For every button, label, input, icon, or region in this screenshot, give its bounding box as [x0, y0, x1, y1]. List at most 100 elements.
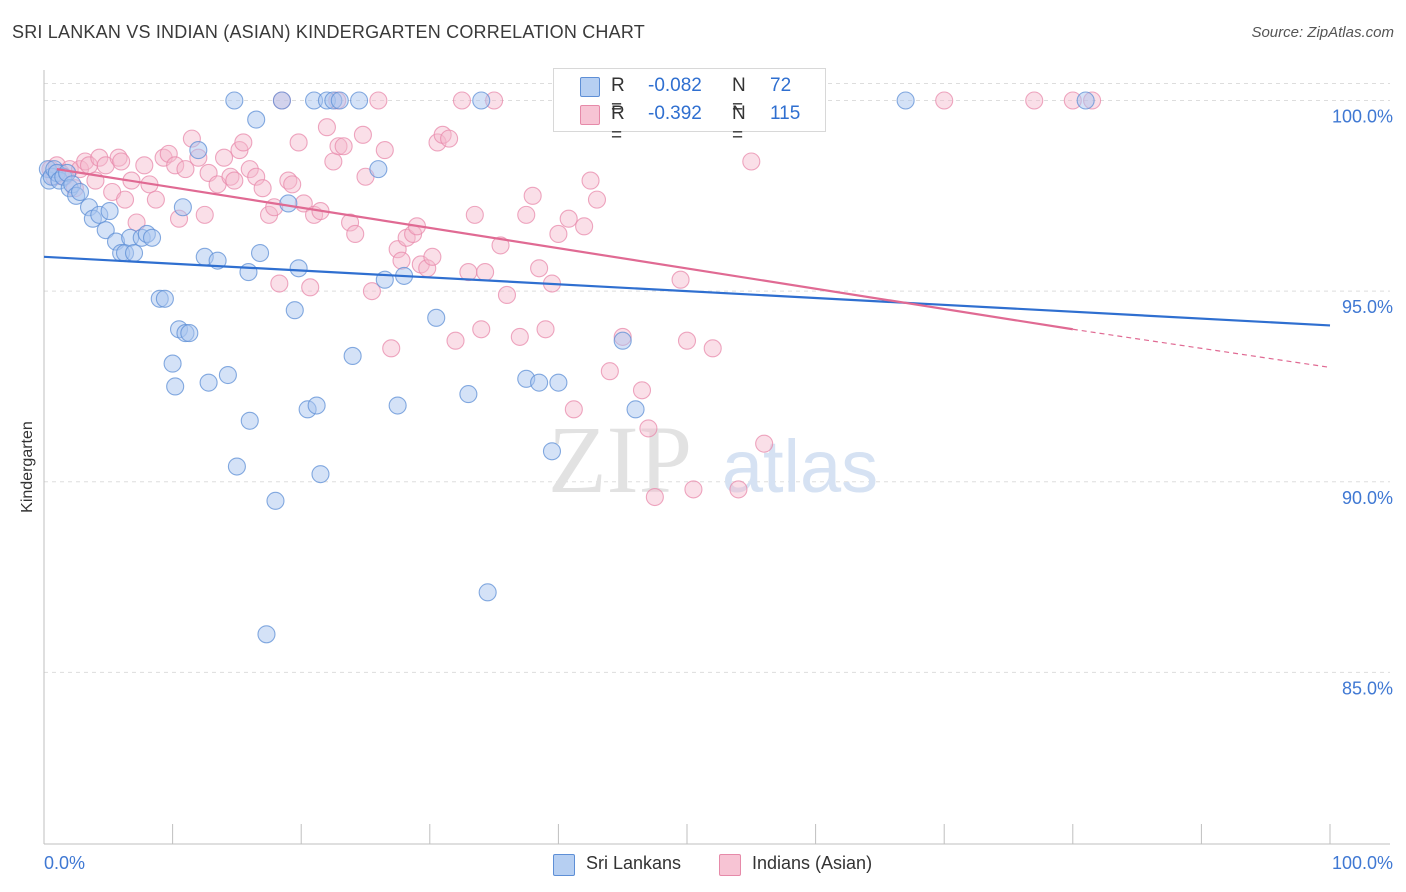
data-point: [334, 137, 353, 156]
data-point: [536, 320, 555, 339]
data-point: [671, 270, 690, 289]
data-point: [240, 411, 259, 430]
data-point: [510, 327, 529, 346]
data-point: [684, 480, 703, 499]
data-point: [575, 217, 594, 236]
data-point: [173, 198, 192, 217]
watermark-atlas: atlas: [722, 425, 878, 508]
data-point: [112, 152, 131, 171]
data-point: [423, 247, 442, 266]
x-tick-label-0: 0.0%: [44, 853, 85, 873]
data-point: [427, 308, 446, 327]
r-value: -0.392: [648, 103, 702, 124]
data-point: [272, 91, 291, 110]
watermark: ZIP atlas: [548, 406, 878, 513]
r-label: R =: [611, 103, 625, 146]
r-value: -0.082: [648, 75, 702, 96]
data-point: [549, 224, 568, 244]
data-point: [317, 118, 336, 137]
data-point: [247, 167, 266, 186]
legend-swatch-blue: [580, 77, 600, 97]
data-point: [459, 263, 478, 282]
y-tick-label-0: 100.0%: [1332, 107, 1393, 127]
data-point: [459, 385, 478, 404]
data-point: [452, 91, 472, 110]
x-tick-label-1: 100.0%: [1332, 853, 1393, 873]
legend-swatch-pink: [580, 105, 600, 125]
data-point: [549, 373, 568, 392]
data-point: [530, 259, 549, 278]
data-point: [600, 362, 619, 381]
data-point: [497, 285, 517, 305]
data-point: [311, 465, 330, 484]
data-point: [476, 263, 495, 282]
data-point: [155, 289, 174, 308]
axes: [43, 70, 1390, 845]
data-point: [253, 179, 272, 198]
data-point: [472, 320, 491, 339]
data-point: [239, 263, 258, 282]
data-point: [163, 354, 182, 373]
data-point: [587, 190, 607, 209]
data-point: [742, 152, 761, 171]
data-point: [285, 301, 304, 320]
data-point: [270, 274, 289, 293]
data-point: [626, 400, 645, 419]
data-point: [115, 190, 135, 209]
data-point: [440, 129, 459, 148]
data-point: [353, 125, 372, 144]
n-value: 115: [770, 103, 801, 124]
data-point: [225, 171, 244, 190]
trend-lines: [43, 168, 1331, 368]
data-point: [100, 202, 119, 221]
correlation-legend: R = -0.082 N = 72 R = -0.392 N = 115: [553, 68, 826, 146]
legend-swatch-blue: [553, 854, 575, 876]
data-point: [279, 194, 298, 213]
data-point: [199, 373, 218, 392]
y-tick-label-1: 95.0%: [1342, 297, 1393, 317]
data-point: [755, 434, 774, 453]
points-sri-lankans: [38, 91, 1095, 644]
data-point: [1025, 91, 1044, 110]
data-point: [90, 148, 109, 167]
n-value: 72: [770, 75, 792, 96]
data-point: [465, 205, 484, 224]
data-point: [146, 190, 165, 209]
data-point: [257, 625, 276, 644]
legend-label: Sri Lankans: [586, 853, 682, 873]
data-point: [330, 91, 349, 110]
n-label: N =: [732, 103, 746, 146]
data-point: [307, 396, 326, 415]
data-point: [247, 110, 266, 129]
data-point: [343, 346, 362, 366]
data-point: [478, 583, 497, 602]
data-point: [645, 487, 664, 507]
data-point: [581, 171, 600, 190]
data-point: [96, 221, 115, 240]
data-point: [446, 331, 465, 350]
data-point: [1076, 91, 1095, 110]
data-point: [350, 91, 369, 110]
data-point: [180, 324, 199, 343]
source-label: Source: ZipAtlas.com: [1251, 24, 1394, 41]
r-label: R =: [611, 75, 625, 118]
data-point: [382, 339, 401, 358]
data-point: [283, 175, 302, 194]
data-point: [159, 144, 178, 163]
trend-line-indians-asian: [56, 168, 1073, 331]
data-point: [301, 278, 320, 297]
legend-label: Indians (Asian): [752, 853, 873, 873]
data-point: [189, 141, 208, 160]
data-point: [896, 91, 915, 110]
data-point: [324, 152, 343, 171]
data-point: [388, 396, 407, 415]
y-tick-label-3: 85.0%: [1342, 678, 1393, 698]
data-point: [523, 186, 542, 205]
data-point: [225, 91, 244, 110]
data-point: [214, 148, 234, 167]
data-point: [135, 156, 154, 175]
data-point: [124, 243, 144, 263]
chart-title: SRI LANKAN VS INDIAN (ASIAN) KINDERGARTE…: [12, 22, 645, 42]
data-point: [542, 442, 562, 461]
